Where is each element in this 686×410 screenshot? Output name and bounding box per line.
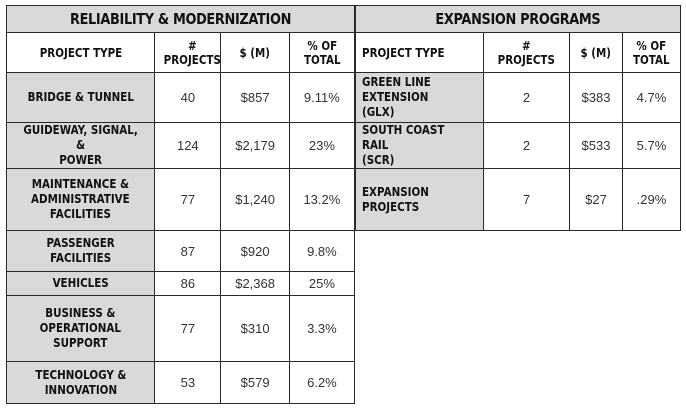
cell-count: 2	[483, 72, 570, 123]
cell-count: 87	[154, 230, 222, 272]
header-pct-total: % OF TOTAL	[622, 32, 681, 73]
table-row: BRIDGE & TUNNEL 40 $857 9.11%	[5, 72, 356, 123]
cell-count: 2	[483, 122, 570, 169]
cell-amount: $2,179	[220, 122, 290, 169]
cell-pct: 13.2%	[288, 168, 356, 231]
cell-count: 124	[154, 122, 222, 169]
cell-amount: $383	[569, 72, 623, 123]
row-label: BRIDGE & TUNNEL	[5, 72, 156, 123]
cell-count: 86	[154, 271, 222, 296]
cell-pct: 23%	[288, 122, 356, 169]
cell-pct: 3.3%	[288, 295, 356, 362]
row-label: VEHICLES	[5, 271, 156, 296]
cell-count: 7	[483, 168, 570, 231]
row-label: EXPANSION PROJECTS	[355, 168, 484, 231]
header-amount: $ (M)	[220, 32, 290, 73]
row-label: PASSENGER FACILITIES	[5, 230, 156, 272]
cell-pct: 4.7%	[622, 72, 681, 123]
row-label: SOUTH COAST RAIL (SCR)	[355, 122, 484, 169]
cell-count: 77	[154, 295, 222, 362]
header-amount: $ (M)	[569, 32, 623, 73]
cell-pct: 9.8%	[288, 230, 356, 272]
cell-count: 40	[154, 72, 222, 123]
row-label: BUSINESS & OPERATIONAL SUPPORT	[5, 295, 156, 362]
header-pct-total: % OF TOTAL	[288, 32, 356, 73]
cell-pct: 5.7%	[622, 122, 681, 169]
cell-pct: .29%	[622, 168, 681, 231]
cell-amount: $27	[569, 168, 623, 231]
table-row: VEHICLES 86 $2,368 25%	[5, 271, 356, 296]
cell-amount: $533	[569, 122, 623, 169]
cell-pct: 25%	[288, 271, 356, 296]
cell-count: 77	[154, 168, 222, 231]
cell-pct: 9.11%	[288, 72, 356, 123]
cell-amount: $857	[220, 72, 290, 123]
table-row: PASSENGER FACILITIES 87 $920 9.8%	[5, 230, 356, 272]
header-project-type: PROJECT TYPE	[5, 32, 156, 73]
table-row: EXPANSION PROJECTS 7 $27 .29%	[355, 168, 681, 231]
table-row: GUIDEWAY, SIGNAL, & POWER 124 $2,179 23%	[5, 122, 356, 169]
table-row: MAINTENANCE & ADMINISTRATIVE FACILITIES …	[5, 168, 356, 231]
cell-amount: $1,240	[220, 168, 290, 231]
cell-amount: $920	[220, 230, 290, 272]
cell-pct: 6.2%	[288, 361, 356, 404]
expansion-table: EXPANSION PROGRAMS PROJECT TYPE # PROJEC…	[355, 5, 681, 231]
cell-count: 53	[154, 361, 222, 404]
reliability-title: RELIABILITY & MODERNIZATION	[6, 5, 355, 33]
header-project-type: PROJECT TYPE	[355, 32, 484, 73]
header-num-projects: # PROJECTS	[483, 32, 570, 73]
cell-amount: $2,368	[220, 271, 290, 296]
row-label: TECHNOLOGY & INNOVATION	[5, 361, 156, 404]
table-row: SOUTH COAST RAIL (SCR) 2 $533 5.7%	[355, 122, 681, 169]
table-row: BUSINESS & OPERATIONAL SUPPORT 77 $310 3…	[5, 295, 356, 362]
row-label: GREEN LINE EXTENSION (GLX)	[355, 72, 484, 123]
header-num-projects: # PROJECTS	[154, 32, 222, 73]
table-row: TECHNOLOGY & INNOVATION 53 $579 6.2%	[5, 361, 356, 404]
row-label: MAINTENANCE & ADMINISTRATIVE FACILITIES	[5, 168, 156, 231]
cell-amount: $579	[220, 361, 290, 404]
table-row: GREEN LINE EXTENSION (GLX) 2 $383 4.7%	[355, 72, 681, 123]
reliability-table: RELIABILITY & MODERNIZATION PROJECT TYPE…	[5, 5, 356, 404]
row-label: GUIDEWAY, SIGNAL, & POWER	[5, 122, 156, 169]
expansion-title: EXPANSION PROGRAMS	[355, 5, 681, 33]
cell-amount: $310	[220, 295, 290, 362]
